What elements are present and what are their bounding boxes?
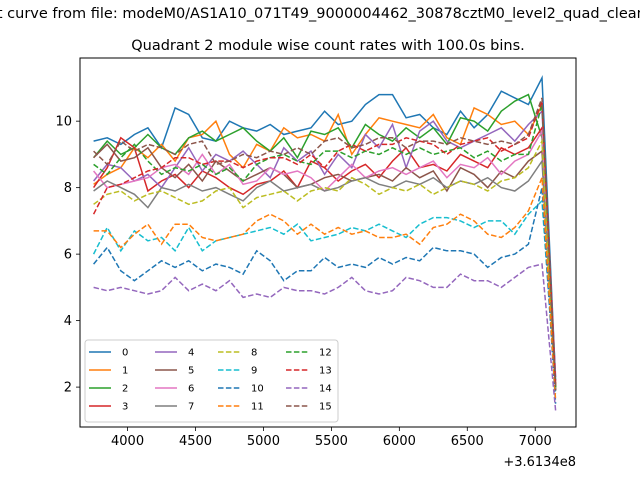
legend-item-5: 5 [155,366,194,377]
y-tick-label: 2 [64,381,72,396]
legend-item-0: 0 [89,348,128,359]
x-tick-label: 7000 [519,434,552,449]
series-line-8 [93,138,557,391]
legend-item-10: 10 [218,384,264,395]
series-line-13 [92,100,557,384]
legend-label: 4 [188,348,194,359]
legend-label: 2 [122,384,128,395]
x-tick-label: 5000 [247,434,280,449]
series-line-2 [93,93,557,391]
legend-box [84,339,339,423]
y-axis: 2 4 6 8 10 [55,115,80,396]
x-axis-offset-label: +3.6134e8 [503,455,576,470]
legend-label: 3 [122,402,128,413]
series-line-5 [93,143,557,388]
legend-label: 6 [188,384,194,395]
chart-title: Quadrant 2 module wise count rates with … [131,38,525,54]
legend-label: 10 [251,384,264,395]
legend-item-13: 13 [286,366,332,377]
y-tick-label: 8 [64,181,72,196]
x-axis: 4000 4500 5000 5500 6000 6500 7000 [111,427,552,449]
legend-item-3: 3 [89,402,128,413]
legend-label: 14 [319,384,332,395]
legend-item-15: 15 [286,402,332,413]
series-line-0 [93,75,557,381]
legend-label: 9 [251,366,257,377]
x-tick-label: 6000 [383,434,416,449]
legend-label: 13 [319,366,332,377]
legend-item-14: 14 [286,384,332,395]
y-tick-label: 4 [64,314,72,329]
legend-label: 0 [122,348,128,359]
series-line-7 [93,158,557,391]
y-tick-label: 6 [64,248,72,263]
legend-label: 8 [251,348,257,359]
legend-label: 7 [188,402,194,413]
legend-label: 11 [251,402,264,413]
series-line-12 [93,104,557,388]
legend-item-2: 2 [89,384,128,395]
legend-item-11: 11 [218,402,264,413]
legend-item-9: 9 [218,366,257,377]
legend-item-7: 7 [155,402,194,413]
x-tick-label: 4000 [111,434,144,449]
legend-label: 12 [319,348,332,359]
legend-label: 1 [122,366,128,377]
legend-item-6: 6 [155,384,194,395]
x-tick-label: 5500 [315,434,348,449]
series-line-9 [92,199,557,394]
y-tick-label: 10 [55,115,72,130]
series-line-15 [93,97,557,391]
x-tick-label: 6500 [451,434,484,449]
figure-suptitle: Light curve from file: modeM0/AS1A10_071… [0,6,640,22]
series-line-14 [93,263,557,411]
legend-label: 15 [319,402,332,413]
x-tick-label: 4500 [179,434,212,449]
legend-item-12: 12 [286,348,332,359]
plot-frame [79,57,577,428]
series-line-11 [93,177,557,401]
legend-item-4: 4 [155,348,194,359]
legend-item-8: 8 [218,348,257,359]
legend-label: 5 [188,366,194,377]
plot-lines [92,75,557,411]
legend-item-1: 1 [89,366,128,377]
